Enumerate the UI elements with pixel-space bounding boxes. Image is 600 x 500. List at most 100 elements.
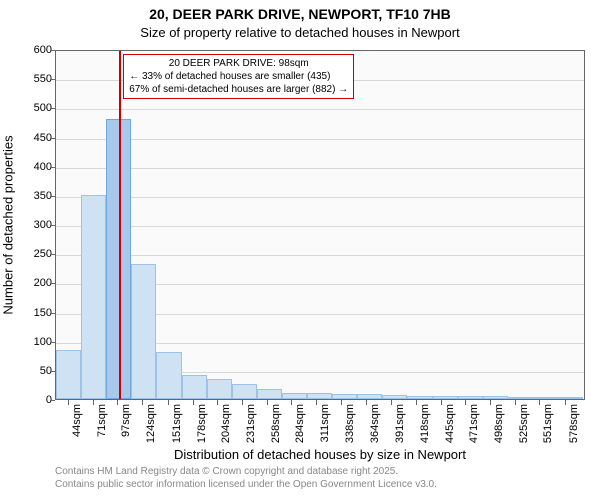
x-tick-mark [117, 400, 118, 405]
histogram-bar [458, 396, 483, 399]
y-tick-label: 0 [12, 394, 52, 406]
x-tick-label: 391sqm [394, 404, 406, 464]
x-tick-label: 551sqm [542, 404, 554, 464]
grid-line [56, 255, 584, 256]
histogram-bar [182, 375, 207, 400]
y-tick-mark [50, 342, 55, 343]
histogram-bar [508, 397, 533, 399]
y-tick-mark [50, 283, 55, 284]
callout-line: ← 33% of detached houses are smaller (43… [129, 70, 348, 83]
y-tick-mark [50, 167, 55, 168]
marker-line [119, 51, 121, 399]
grid-line [56, 226, 584, 227]
x-tick-label: 204sqm [220, 404, 232, 464]
x-tick-mark [565, 400, 566, 405]
x-tick-mark [465, 400, 466, 405]
x-tick-label: 471sqm [468, 404, 480, 464]
y-tick-label: 50 [12, 365, 52, 377]
y-tick-mark [50, 79, 55, 80]
y-tick-mark [50, 400, 55, 401]
x-tick-label: 418sqm [419, 404, 431, 464]
x-tick-label: 258sqm [270, 404, 282, 464]
x-tick-label: 338sqm [344, 404, 356, 464]
x-tick-label: 311sqm [319, 404, 331, 464]
y-tick-mark [50, 108, 55, 109]
y-tick-mark [50, 313, 55, 314]
x-tick-label: 44sqm [71, 404, 83, 464]
x-tick-mark [142, 400, 143, 405]
x-tick-mark [242, 400, 243, 405]
y-tick-label: 450 [12, 132, 52, 144]
x-tick-label: 284sqm [294, 404, 306, 464]
histogram-bar [483, 396, 508, 399]
grid-line [56, 197, 584, 198]
y-tick-label: 150 [12, 307, 52, 319]
x-tick-mark [490, 400, 491, 405]
histogram-bar [307, 393, 332, 399]
x-tick-mark [441, 400, 442, 405]
x-tick-mark [515, 400, 516, 405]
x-tick-label: 71sqm [96, 404, 108, 464]
x-tick-label: 231sqm [245, 404, 257, 464]
x-tick-label: 97sqm [120, 404, 132, 464]
histogram-bar [232, 384, 257, 399]
x-tick-mark [539, 400, 540, 405]
x-tick-label: 178sqm [196, 404, 208, 464]
x-tick-mark [68, 400, 69, 405]
histogram-bar [282, 393, 307, 399]
histogram-bar [382, 395, 407, 399]
y-tick-label: 350 [12, 190, 52, 202]
y-tick-mark [50, 254, 55, 255]
x-tick-mark [391, 400, 392, 405]
x-tick-label: 578sqm [568, 404, 580, 464]
histogram-bar [407, 396, 432, 399]
histogram-bar [156, 352, 181, 399]
plot-area: 20 DEER PARK DRIVE: 98sqm← 33% of detach… [55, 50, 585, 400]
x-tick-mark [341, 400, 342, 405]
x-tick-label: 124sqm [145, 404, 157, 464]
histogram-bar [257, 389, 282, 399]
x-tick-label: 151sqm [171, 404, 183, 464]
y-tick-mark [50, 138, 55, 139]
y-tick-label: 550 [12, 73, 52, 85]
footer-line1: Contains HM Land Registry data © Crown c… [55, 465, 437, 478]
x-tick-mark [168, 400, 169, 405]
x-tick-label: 525sqm [518, 404, 530, 464]
y-tick-label: 250 [12, 248, 52, 260]
y-tick-label: 100 [12, 336, 52, 348]
grid-line [56, 139, 584, 140]
y-tick-mark [50, 196, 55, 197]
x-tick-mark [93, 400, 94, 405]
x-tick-mark [217, 400, 218, 405]
x-tick-mark [193, 400, 194, 405]
x-tick-mark [416, 400, 417, 405]
callout-line: 67% of semi-detached houses are larger (… [129, 83, 348, 96]
histogram-bar [207, 379, 232, 399]
histogram-bar [558, 397, 583, 399]
x-tick-mark [366, 400, 367, 405]
chart-title: 20, DEER PARK DRIVE, NEWPORT, TF10 7HB [0, 6, 600, 22]
x-tick-label: 498sqm [493, 404, 505, 464]
histogram-bar [357, 394, 382, 399]
y-tick-mark [50, 371, 55, 372]
y-tick-label: 400 [12, 161, 52, 173]
chart-container: 20, DEER PARK DRIVE, NEWPORT, TF10 7HB S… [0, 0, 600, 500]
x-tick-mark [316, 400, 317, 405]
histogram-bar [131, 264, 156, 399]
y-tick-label: 500 [12, 102, 52, 114]
grid-line [56, 109, 584, 110]
chart-subtitle: Size of property relative to detached ho… [0, 25, 600, 40]
callout-box: 20 DEER PARK DRIVE: 98sqm← 33% of detach… [123, 54, 354, 99]
y-tick-label: 600 [12, 44, 52, 56]
histogram-bar [332, 394, 357, 399]
x-tick-mark [267, 400, 268, 405]
footer-line2: Contains public sector information licen… [55, 478, 437, 491]
x-tick-label: 364sqm [369, 404, 381, 464]
histogram-bar [56, 350, 81, 399]
y-tick-label: 300 [12, 219, 52, 231]
y-tick-mark [50, 225, 55, 226]
histogram-bar [533, 397, 558, 399]
y-tick-mark [50, 50, 55, 51]
callout-line: 20 DEER PARK DRIVE: 98sqm [129, 57, 348, 70]
x-tick-mark [291, 400, 292, 405]
